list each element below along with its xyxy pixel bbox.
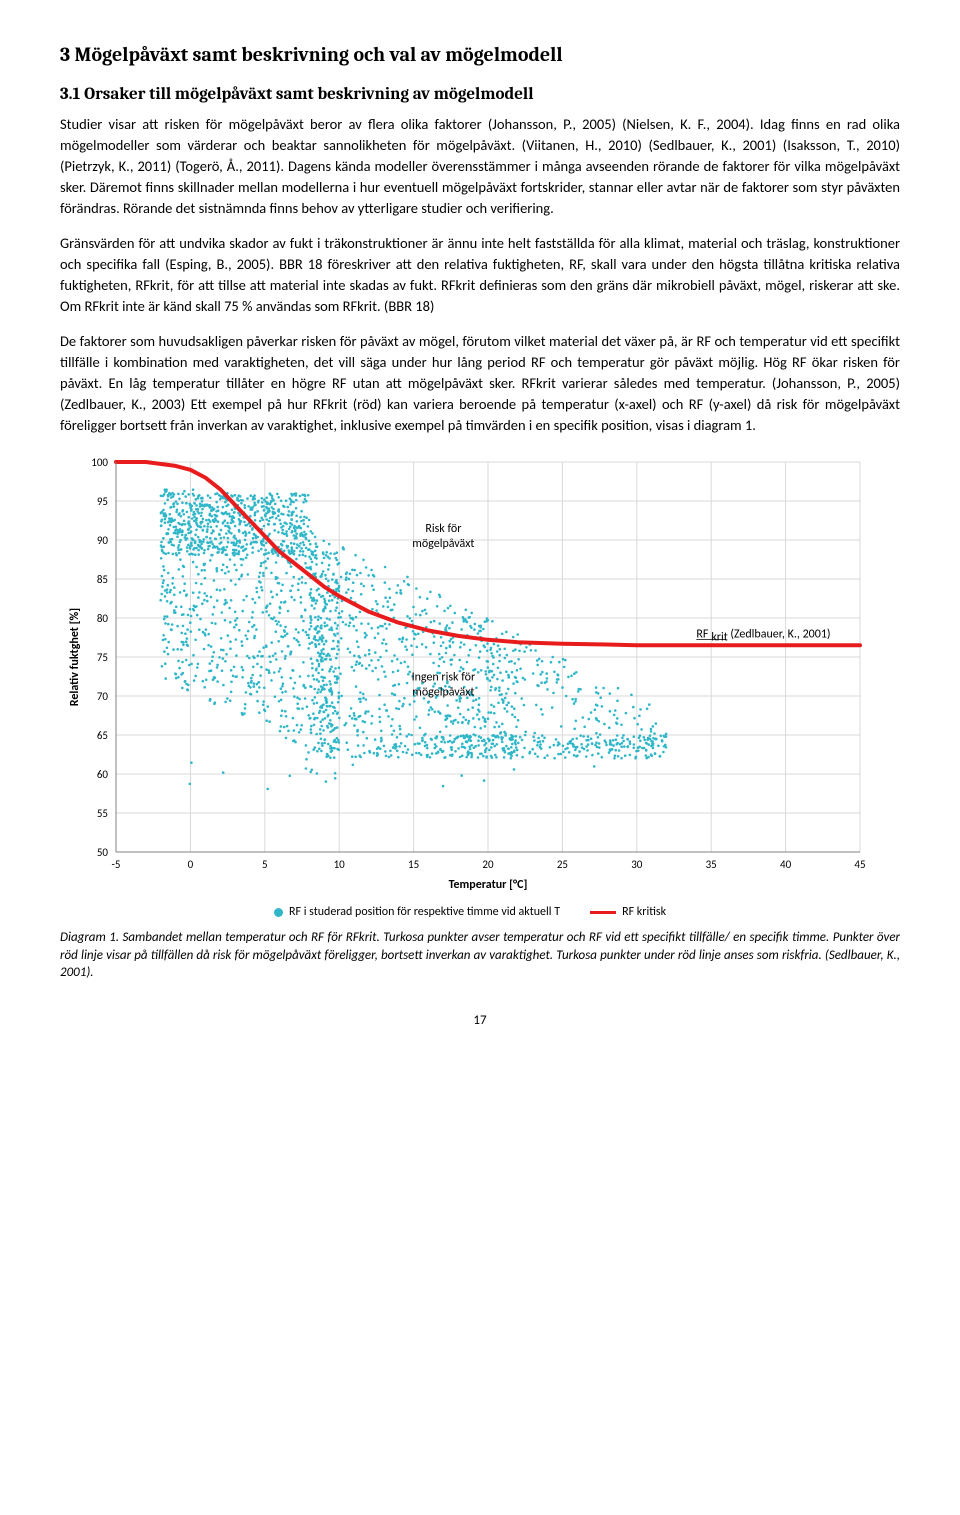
svg-text:Temperatur [°C]: Temperatur [°C] bbox=[449, 878, 528, 892]
svg-text:20: 20 bbox=[482, 858, 494, 871]
svg-text:mögelpåväxt: mögelpåväxt bbox=[412, 537, 474, 551]
svg-text:90: 90 bbox=[97, 534, 109, 547]
legend-line-label: RF kritisk bbox=[622, 904, 666, 921]
svg-text:75: 75 bbox=[97, 651, 108, 664]
svg-text:70: 70 bbox=[97, 690, 109, 703]
svg-text:80: 80 bbox=[97, 612, 109, 625]
legend-line: RF kritisk bbox=[590, 904, 666, 921]
legend-line-icon bbox=[590, 911, 616, 914]
svg-text:30: 30 bbox=[631, 858, 643, 871]
chart-legend: RF i studerad position för respektive ti… bbox=[60, 904, 880, 921]
chart-caption: Diagram 1. Sambandet mellan temperatur o… bbox=[60, 929, 900, 982]
svg-text:60: 60 bbox=[97, 768, 109, 781]
legend-scatter-label: RF i studerad position för respektive ti… bbox=[289, 904, 560, 921]
svg-text:45: 45 bbox=[854, 858, 865, 871]
paragraph-2: Gränsvärden för att undvika skador av fu… bbox=[60, 233, 900, 317]
sub-heading: 3.1 Orsaker till mögelpåväxt samt beskri… bbox=[60, 83, 900, 108]
svg-text:0: 0 bbox=[188, 858, 194, 871]
legend-dot-icon bbox=[274, 908, 283, 917]
svg-text:95: 95 bbox=[97, 495, 108, 508]
svg-text:5: 5 bbox=[262, 858, 268, 871]
svg-text:(Zedlbauer, K., 2001): (Zedlbauer, K., 2001) bbox=[730, 627, 830, 641]
svg-text:Relativ fuktghet [%]: Relativ fuktghet [%] bbox=[68, 608, 82, 707]
scatter-chart: -5 0 5 10 15 20 25 30 35 40 45 50 55 60 65 70 75 80 85 90 95… bbox=[60, 450, 880, 900]
svg-text:mögelpåväxt: mögelpåväxt bbox=[412, 685, 474, 699]
page-number: 17 bbox=[60, 1012, 900, 1031]
chart-container: -5 0 5 10 15 20 25 30 35 40 45 50 55 60 65 70 75 80 85 90 95… bbox=[60, 450, 880, 921]
svg-text:-5: -5 bbox=[112, 858, 121, 871]
svg-text:15: 15 bbox=[408, 858, 419, 871]
svg-text:40: 40 bbox=[780, 858, 792, 871]
svg-text:Risk för: Risk för bbox=[425, 522, 461, 536]
svg-text:10: 10 bbox=[334, 858, 346, 871]
svg-text:55: 55 bbox=[97, 807, 108, 820]
paragraph-1: Studier visar att risken för mögelpåväxt… bbox=[60, 114, 900, 219]
svg-text:krit: krit bbox=[711, 630, 727, 644]
svg-text:50: 50 bbox=[97, 846, 109, 859]
svg-text:65: 65 bbox=[97, 729, 108, 742]
svg-text:Ingen risk för: Ingen risk för bbox=[412, 670, 476, 684]
svg-text:25: 25 bbox=[557, 858, 568, 871]
section-heading: 3 Mögelpåväxt samt beskrivning och val a… bbox=[60, 40, 900, 69]
svg-text:100: 100 bbox=[91, 456, 108, 469]
paragraph-3: De faktorer som huvudsakligen påverkar r… bbox=[60, 331, 900, 436]
svg-text:85: 85 bbox=[97, 573, 108, 586]
svg-text:35: 35 bbox=[706, 858, 717, 871]
legend-scatter: RF i studerad position för respektive ti… bbox=[274, 904, 560, 921]
